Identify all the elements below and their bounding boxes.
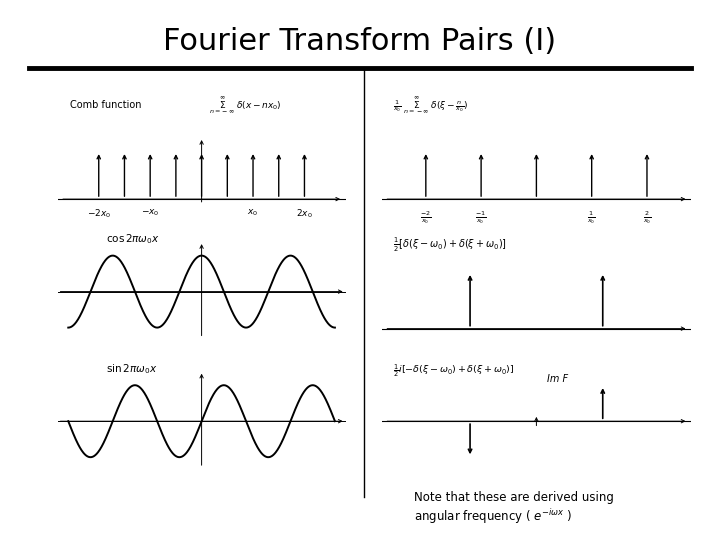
Text: $\frac{1}{2}\left[\delta(\xi - \omega_0) + \delta(\xi + \omega_0)\right]$: $\frac{1}{2}\left[\delta(\xi - \omega_0)… <box>392 235 507 253</box>
Text: $\frac{1}{2}i\left[-\delta(\xi-\omega_0)+\delta(\xi+\omega_0)\right]$: $\frac{1}{2}i\left[-\delta(\xi-\omega_0)… <box>392 362 514 379</box>
Text: $\sin 2\pi\omega_0 x$: $\sin 2\pi\omega_0 x$ <box>106 362 157 376</box>
Text: Comb function: Comb function <box>71 100 142 111</box>
Text: $\frac{2}{x_0}$: $\frac{2}{x_0}$ <box>642 209 652 226</box>
Text: $x_0$: $x_0$ <box>248 207 258 218</box>
Text: Note that these are derived using
angular frequency ( $e^{-i\omega x}$ ): Note that these are derived using angula… <box>414 491 614 526</box>
Text: Fourier Transform Pairs (I): Fourier Transform Pairs (I) <box>163 27 557 56</box>
Text: $\overset{\infty}{\underset{n=-\infty}{\Sigma}}\;\delta(x - nx_0)$: $\overset{\infty}{\underset{n=-\infty}{\… <box>210 95 282 116</box>
Text: $-x_0$: $-x_0$ <box>141 207 159 218</box>
Text: $2x_0$: $2x_0$ <box>296 207 312 220</box>
Text: $\frac{1}{x_0}$: $\frac{1}{x_0}$ <box>588 209 596 226</box>
Text: $\frac{1}{x_0}\;\overset{\infty}{\underset{n=-\infty}{\Sigma}}\;\delta(\xi-\frac: $\frac{1}{x_0}\;\overset{\infty}{\unders… <box>392 95 468 116</box>
Text: $\cos 2\pi\omega_0 x$: $\cos 2\pi\omega_0 x$ <box>106 232 159 246</box>
Text: $\frac{-2}{x_0}$: $\frac{-2}{x_0}$ <box>420 209 431 226</box>
Text: $\frac{-1}{x_0}$: $\frac{-1}{x_0}$ <box>475 209 487 226</box>
Text: $-2x_0$: $-2x_0$ <box>86 207 111 220</box>
Text: Im F: Im F <box>547 374 569 384</box>
